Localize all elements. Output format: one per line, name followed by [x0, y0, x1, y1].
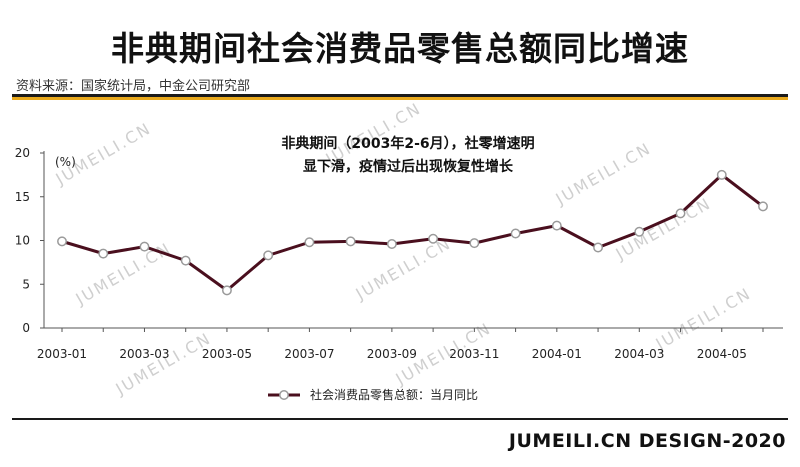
- x-tick-label: 2004-03: [614, 347, 664, 361]
- series-line: [61, 173, 764, 292]
- footer-brand: JUMEILI.CN DESIGN-2020: [508, 430, 786, 452]
- data-point: [428, 233, 439, 244]
- x-tick-label: 2003-03: [119, 347, 169, 361]
- legend-label: 社会消费品零售总额：当月同比: [310, 387, 478, 402]
- watermark: JUMEILI.CN: [612, 194, 715, 264]
- data-point: [221, 285, 232, 296]
- y-tick-label: 0: [22, 321, 30, 335]
- data-point: [57, 236, 67, 247]
- header-rule: [12, 94, 788, 97]
- x-tick-label: 2003-05: [202, 347, 252, 361]
- data-point: [593, 242, 604, 253]
- legend-marker: [279, 390, 289, 400]
- data-point: [634, 226, 645, 237]
- watermark: JUMEILI.CN: [652, 284, 755, 354]
- y-tick-label: 15: [15, 190, 30, 204]
- x-tick-label: 2003-07: [284, 347, 334, 361]
- data-point: [345, 236, 356, 247]
- data-source: 资料来源：国家统计局，中金公司研究部: [16, 79, 251, 94]
- x-tick-label: 2004-05: [697, 347, 747, 361]
- x-tick-label: 2003-11: [449, 347, 499, 361]
- y-axis-unit: (%): [55, 155, 76, 169]
- data-point: [386, 239, 397, 249]
- data-point: [758, 201, 768, 212]
- watermark: JUMEILI.CN: [552, 139, 655, 209]
- footer-rule: [12, 418, 788, 420]
- data-point: [716, 169, 727, 180]
- data-point: [263, 250, 274, 261]
- page-title: 非典期间社会消费品零售总额同比增速: [111, 29, 689, 68]
- header-accent-rule: [12, 97, 788, 100]
- data-point: [551, 220, 562, 231]
- y-tick-label: 5: [22, 277, 30, 291]
- watermark: JUMEILI.CN: [352, 234, 455, 304]
- data-point: [304, 237, 315, 248]
- data-point: [510, 228, 521, 239]
- y-tick-label: 20: [15, 146, 30, 160]
- data-point: [675, 208, 686, 219]
- x-tick-label: 2004-01: [532, 347, 582, 361]
- data-point: [180, 255, 191, 266]
- y-tick-label: 10: [15, 234, 30, 248]
- x-tick-label: 2003-09: [367, 347, 417, 361]
- chart-annotation: 非典期间（2003年2-6月），社零增速明: [281, 135, 534, 152]
- data-point: [469, 238, 480, 249]
- chart-annotation: 显下滑，疫情过后出现恢复性增长: [303, 158, 514, 175]
- watermark: JUMEILI.CN: [52, 119, 155, 189]
- data-point: [139, 241, 150, 252]
- watermark: JUMEILI.CN: [112, 329, 215, 399]
- data-point: [98, 248, 109, 259]
- x-tick-label: 2003-01: [37, 347, 87, 361]
